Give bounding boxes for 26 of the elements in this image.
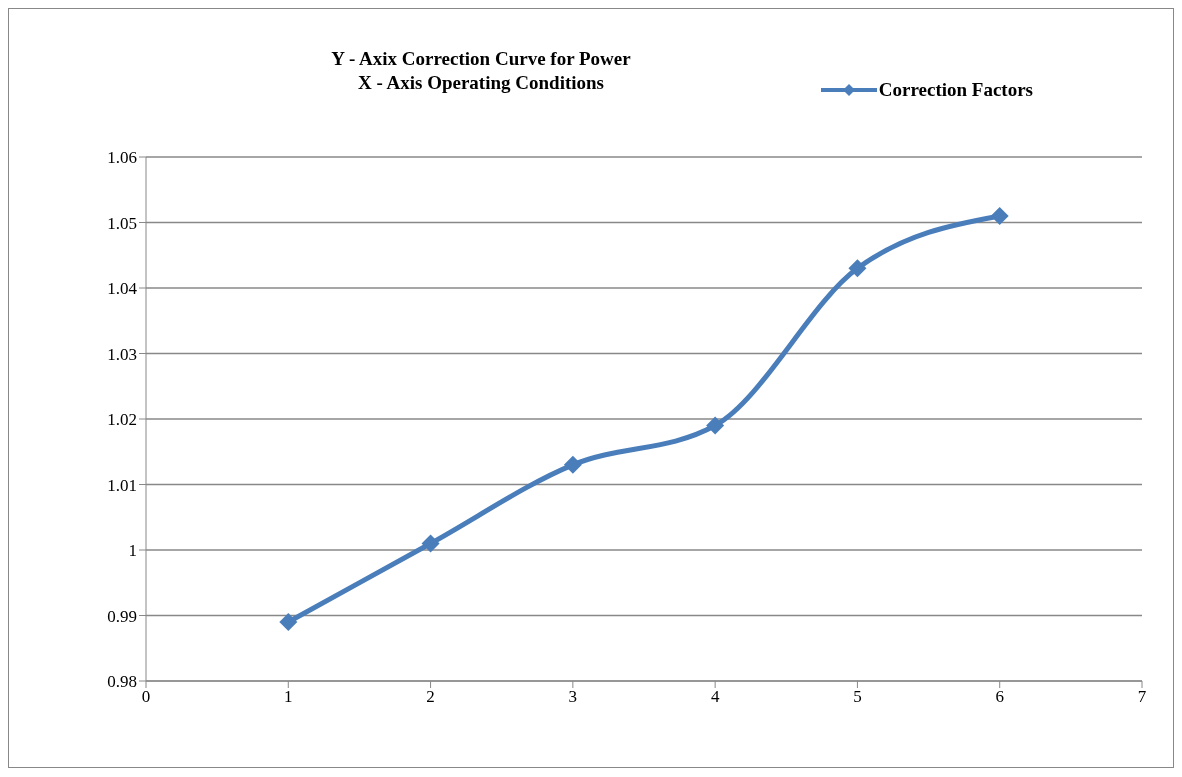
x-tick-label: 2	[426, 687, 435, 707]
point	[563, 455, 582, 474]
legend-label: Correction Factors	[878, 79, 1033, 101]
y-tick-label: 1.04	[107, 279, 138, 299]
chart-title: Y - Axix Correction Curve for Power	[330, 47, 632, 71]
y-tick-label: 1.03	[107, 344, 137, 364]
point	[706, 416, 725, 435]
y-tick-label: 0.98	[107, 672, 137, 692]
x-tick-label: 3	[568, 687, 578, 707]
y-tick-label: 0.99	[107, 606, 137, 626]
y-tick-label: 1.02	[107, 410, 137, 430]
point	[990, 206, 1009, 225]
x-tick-label: 4	[710, 687, 720, 707]
x-tick-label: 6	[995, 687, 1004, 707]
chart-subtitle: X - Axis Operating Conditions	[357, 71, 605, 95]
x-tick-label: 7	[1137, 687, 1147, 707]
x-tick-label: 1	[284, 687, 293, 707]
y-tick-label: 1.05	[107, 213, 137, 233]
point	[421, 534, 440, 553]
x-tick-label: 5	[853, 687, 862, 707]
point	[279, 613, 298, 632]
x-tick-label: 0	[141, 687, 151, 707]
y-tick-label: 1.06	[107, 148, 137, 168]
y-tick-label: 1	[128, 541, 137, 561]
y-tick-label: 1.01	[107, 475, 137, 495]
point	[848, 259, 867, 278]
